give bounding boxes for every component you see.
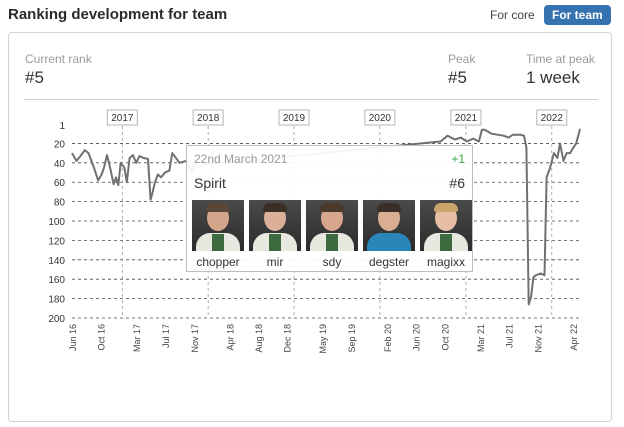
time-at-peak-label: Time at peak	[526, 52, 595, 66]
tooltip-team-rank: #6	[449, 175, 465, 191]
x-tick-label: Jul 17	[161, 324, 171, 348]
player-photo	[192, 200, 244, 251]
player-shirt-stripe	[326, 234, 338, 251]
y-tick-label: 200	[48, 314, 65, 325]
tooltip-date: 22nd March 2021	[194, 152, 288, 166]
player-hair	[320, 203, 344, 212]
year-marker-box	[536, 109, 568, 126]
peak-label: Peak	[448, 52, 476, 66]
player-shirt-stripe	[212, 234, 224, 251]
y-tick-label: 140	[48, 256, 65, 267]
player-name: mir	[266, 255, 284, 269]
year-marker-label: 2019	[283, 113, 306, 124]
peak-value: #5	[448, 68, 467, 87]
player-hair	[377, 203, 401, 212]
year-marker-label: 2017	[111, 113, 134, 124]
player-card[interactable]: mir	[249, 200, 301, 269]
x-tick-label: Nov 17	[190, 324, 200, 353]
for-team-toggle[interactable]: For team	[544, 5, 611, 25]
player-photo	[363, 200, 415, 251]
player-hair	[206, 203, 230, 212]
x-tick-label: Sep 19	[347, 324, 357, 353]
player-photo	[420, 200, 472, 251]
current-rank-value: #5	[25, 68, 44, 87]
year-marker-box	[364, 109, 396, 126]
x-tick-label: Aug 18	[254, 324, 264, 353]
y-tick-label: 20	[54, 139, 66, 150]
tooltip-team-name: Spirit	[194, 175, 226, 191]
for-core-toggle[interactable]: For core	[490, 8, 535, 22]
year-marker-label: 2021	[455, 113, 478, 124]
player-card[interactable]: degster	[363, 200, 415, 269]
player-card[interactable]: chopper	[192, 200, 244, 269]
player-hair	[263, 203, 287, 212]
player-name: magixx	[426, 255, 465, 269]
x-tick-label: Apr 18	[225, 324, 235, 351]
player-shirt	[367, 233, 411, 251]
x-tick-label: Nov 21	[533, 324, 543, 353]
x-tick-label: Feb 20	[383, 324, 393, 352]
y-tick-label: 80	[54, 198, 66, 209]
x-tick-label: Dec 18	[283, 324, 293, 353]
x-tick-label: Jul 21	[505, 324, 515, 348]
player-shirt-stripe	[269, 234, 281, 251]
year-marker-box	[192, 109, 224, 126]
player-hair	[434, 203, 458, 212]
page-title: Ranking development for team	[8, 6, 228, 23]
y-tick-label: 160	[48, 275, 65, 286]
player-name: sdy	[322, 255, 342, 269]
stats-divider	[24, 99, 598, 100]
player-list: chopper mir sdy degster magixx	[192, 200, 472, 269]
year-marker-box	[106, 109, 138, 126]
x-tick-label: Mar 17	[132, 324, 142, 352]
x-tick-label: May 19	[318, 324, 328, 354]
year-marker-box	[278, 109, 310, 126]
player-name: chopper	[196, 255, 240, 269]
y-tick-label: 120	[48, 236, 65, 247]
current-rank-label: Current rank	[25, 52, 92, 66]
y-tick-label: 60	[54, 178, 66, 189]
time-at-peak-value: 1 week	[526, 68, 580, 87]
y-tick-label: 40	[54, 159, 66, 170]
player-card[interactable]: sdy	[306, 200, 358, 269]
x-tick-label: Jun 16	[68, 324, 78, 351]
player-name: degster	[368, 255, 410, 269]
x-tick-label: Jun 20	[412, 324, 422, 351]
year-marker-label: 2022	[541, 113, 564, 124]
x-tick-label: Apr 22	[569, 324, 579, 351]
year-marker-box	[450, 109, 482, 126]
x-tick-label: Mar 21	[476, 324, 486, 352]
x-tick-label: Oct 20	[440, 324, 450, 351]
player-photo	[249, 200, 301, 251]
ranking-card	[8, 32, 612, 422]
y-tick-label: 100	[48, 217, 65, 228]
player-photo	[306, 200, 358, 251]
tooltip-rank-change: +1	[451, 152, 465, 166]
year-marker-label: 2020	[369, 113, 392, 124]
player-card[interactable]: magixx	[420, 200, 472, 269]
y-tick-label: 1	[59, 121, 65, 132]
y-tick-label: 180	[48, 295, 65, 306]
chart-tooltip: 22nd March 2021 +1 Spirit #6 chopper mir…	[186, 145, 473, 272]
year-marker-label: 2018	[197, 113, 220, 124]
x-tick-label: Oct 16	[97, 324, 107, 351]
player-shirt-stripe	[440, 234, 452, 251]
